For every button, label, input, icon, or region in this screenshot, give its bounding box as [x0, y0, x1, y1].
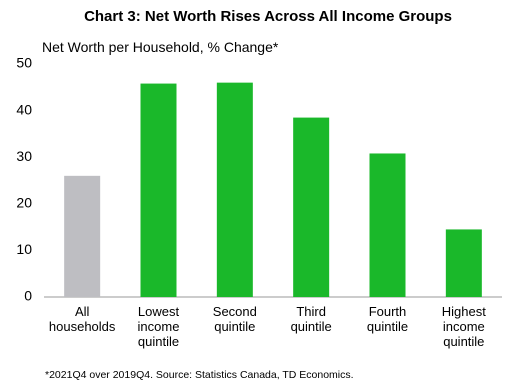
y-tick-label: 20	[16, 195, 32, 211]
y-axis-label: Net Worth per Household, % Change*	[42, 39, 279, 55]
x-tick-label: Highest income quintile	[442, 304, 486, 349]
bar	[140, 83, 177, 298]
x-tick-label-line: quintile	[214, 319, 255, 334]
x-tick-label-line: All	[75, 304, 90, 319]
bar	[445, 229, 482, 297]
chart-title: Chart 3: Net Worth Rises Across All Inco…	[84, 8, 452, 25]
x-tick-label: All households	[49, 304, 116, 334]
x-tick-label-line: Second	[213, 304, 257, 319]
x-tick-label-line: quintile	[291, 319, 332, 334]
bar	[216, 82, 253, 297]
bar	[64, 175, 101, 297]
y-tick-label: 0	[24, 288, 32, 304]
x-tick-label: Fourth quintile	[367, 304, 408, 334]
x-tick-label-line: Highest	[442, 304, 486, 319]
x-tick-label: Lowest income quintile	[138, 304, 180, 349]
x-tick-label: Third quintile	[291, 304, 332, 334]
bar	[369, 153, 406, 297]
x-tick-label-line: Lowest	[138, 304, 180, 319]
bar	[293, 117, 330, 297]
x-tick-label-line: income	[138, 319, 180, 334]
y-tick-label: 10	[16, 241, 32, 257]
y-tick-label: 30	[16, 148, 32, 164]
x-tick-label-line: quintile	[443, 334, 484, 349]
y-tick-label: 40	[16, 101, 32, 117]
x-tick-label-line: Third	[296, 304, 326, 319]
x-tick-label-line: Fourth	[369, 304, 407, 319]
x-tick-label-line: households	[49, 319, 116, 334]
x-tick-label-line: quintile	[138, 334, 179, 349]
x-tick-label-line: income	[443, 319, 485, 334]
y-tick-label: 50	[16, 55, 32, 71]
x-tick-label-line: quintile	[367, 319, 408, 334]
footnote: *2021Q4 over 2019Q4. Source: Statistics …	[45, 369, 354, 381]
x-tick-label: Second quintile	[213, 304, 257, 334]
